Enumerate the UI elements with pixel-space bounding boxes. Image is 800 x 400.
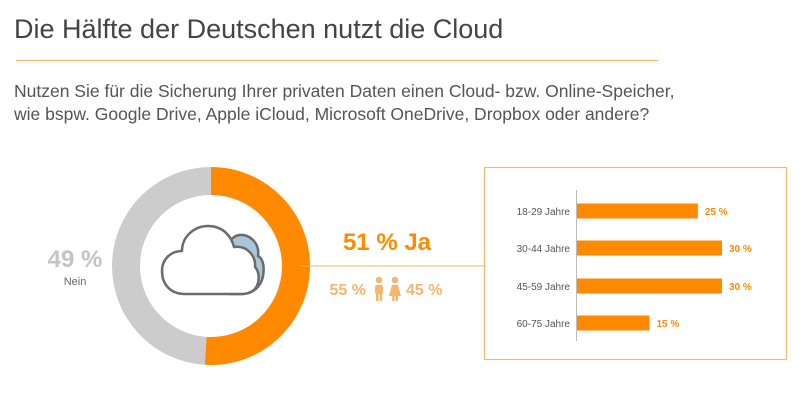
ja-percentage-label: 51 % Ja	[343, 229, 432, 256]
age-bars: 18-29 Jahre 25 % 30-44 Jahre 30 % 45-59 Jahr…	[517, 203, 752, 331]
age-bar	[577, 203, 698, 219]
donut-slice-nein	[112, 167, 212, 365]
age-bar-chart-panel	[483, 166, 788, 361]
age-bar	[577, 315, 650, 331]
male-percentage: 55 %	[330, 282, 366, 299]
age-category-label: 18-29 Jahre	[517, 207, 571, 218]
survey-question-line-1: Nutzen Sie für die Sicherung Ihrer priva…	[14, 81, 675, 101]
cloud-icon	[160, 224, 265, 296]
survey-question-line-2: wie bspw. Google Drive, Apple iCloud, Mi…	[14, 104, 650, 124]
donut-chart	[112, 167, 310, 365]
nein-label: Nein	[64, 276, 87, 288]
age-bar-value-label: 30 %	[729, 282, 752, 293]
age-bar	[577, 278, 722, 294]
page-title: Die Hälfte der Deutschen nutzt die Cloud	[14, 14, 504, 44]
age-bar-value-label: 25 %	[705, 207, 728, 218]
male-person-icon	[375, 276, 383, 301]
age-bar-value-label: 15 %	[657, 319, 680, 330]
donut-slice-ja	[204, 167, 310, 365]
title-divider	[16, 60, 658, 61]
age-category-label: 45-59 Jahre	[517, 282, 571, 293]
survey-question: Nutzen Sie für die Sicherung Ihrer priva…	[14, 80, 675, 126]
age-bar	[577, 240, 722, 256]
age-category-label: 30-44 Jahre	[517, 244, 571, 255]
age-category-label: 60-75 Jahre	[517, 319, 571, 330]
nein-percentage: 49 %	[48, 246, 103, 273]
age-bar-value-label: 30 %	[729, 244, 752, 255]
female-person-icon	[389, 276, 401, 301]
female-percentage: 45 %	[406, 282, 442, 299]
cloud-front-shape	[160, 224, 260, 296]
